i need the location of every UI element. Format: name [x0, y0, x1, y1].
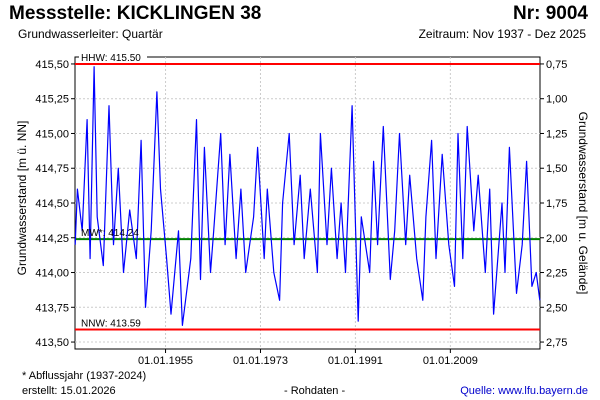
y-tick-label-left: 415,50	[35, 59, 69, 71]
y-tick-label-left: 414,50	[35, 198, 69, 210]
x-axis: 01.01.1955 01.01.1973 01.01.1991 01.01.2009	[138, 349, 478, 367]
created-date: erstellt: 15.01.2026	[22, 385, 116, 397]
y-axis-left: 415,50 415,25 415,00 414,75 414,50 414,25 414,…	[35, 59, 75, 349]
y-axis-right: 0,75 1,00 1,25 1,50 1,75 2,00 2,25 2,50 2,75	[540, 59, 567, 349]
period-label: Zeitraum: Nov 1937 - Dez 2025	[418, 27, 586, 41]
groundwater-level-series	[74, 66, 541, 326]
y-tick-label-right: 0,75	[546, 59, 567, 71]
y-tick-label-right: 1,00	[546, 94, 567, 106]
y-tick-label-right: 2,75	[546, 337, 567, 349]
y-tick-label-left: 413,50	[35, 337, 69, 349]
raw-data-label: - Rohdaten -	[284, 385, 346, 397]
reference-label: NNW: 413.59	[81, 319, 141, 330]
y-tick-label-left: 415,00	[35, 128, 69, 140]
y-tick-label-left: 414,00	[35, 268, 69, 280]
y-axis-label-right: Grundwasserstand [m u. Gelände]	[576, 112, 590, 295]
page-title: Messstelle: KICKLINGEN 38	[9, 3, 262, 24]
x-tick-label: 01.01.1955	[138, 355, 193, 367]
y-axis-label-left: Grundwasserstand [m ü. NN]	[15, 121, 29, 276]
y-tick-label-left: 414,75	[35, 163, 69, 175]
y-tick-label-right: 1,75	[546, 198, 567, 210]
reference-label-bg	[79, 317, 147, 329]
reference-labels: HHW: 415.50 MW*: 414.24 NNW: 413.59	[79, 51, 147, 330]
y-tick-label-right: 1,50	[546, 163, 567, 175]
y-tick-label-left: 414,25	[35, 233, 69, 245]
reference-label-bg	[79, 51, 147, 63]
y-tick-label-left: 415,25	[35, 94, 69, 106]
aquifer-label: Grundwasserleiter: Quartär	[18, 27, 163, 41]
footnote: * Abflussjahr (1937-2024)	[22, 370, 147, 382]
y-tick-label-left: 413,75	[35, 302, 69, 314]
source-link[interactable]: Quelle: www.lfu.bayern.de	[460, 385, 588, 397]
y-tick-label-right: 2,25	[546, 268, 567, 280]
reference-label: HHW: 415.50	[81, 53, 141, 64]
series-layer	[74, 66, 541, 326]
x-tick-label: 01.01.1973	[233, 355, 288, 367]
reference-label: MW*: 414.24	[81, 228, 139, 239]
y-tick-label-right: 2,00	[546, 233, 567, 245]
x-tick-label: 01.01.1991	[328, 355, 383, 367]
y-tick-label-right: 2,50	[546, 302, 567, 314]
y-tick-label-right: 1,25	[546, 128, 567, 140]
x-tick-label: 01.01.2009	[423, 355, 478, 367]
station-number: Nr: 9004	[513, 3, 588, 24]
